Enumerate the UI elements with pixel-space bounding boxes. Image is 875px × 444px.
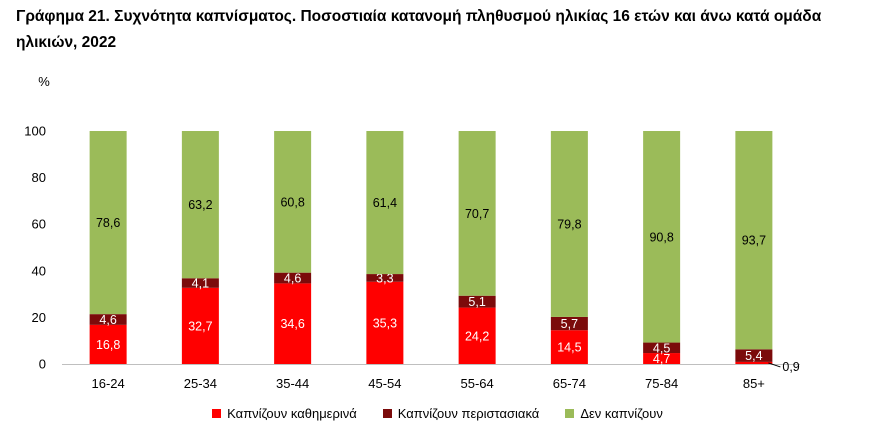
data-label: 5,7	[561, 317, 578, 331]
x-tick-label: 65-74	[553, 376, 586, 391]
data-label: 78,6	[96, 216, 120, 230]
chart-title: Γράφημα 21. Συχνότητα καπνίσματος. Ποσοσ…	[16, 8, 822, 51]
bar-segment	[735, 361, 773, 364]
bar-segment	[458, 131, 496, 296]
bar-segment	[550, 316, 588, 331]
data-label: 63,2	[188, 198, 212, 212]
y-tick-label: 0	[39, 357, 46, 372]
legend-item-occasional: Καπνίζουν περιστασιακά	[382, 406, 540, 421]
data-label: 61,4	[373, 196, 397, 210]
data-label: 5,4	[745, 349, 762, 363]
data-label: 4,6	[99, 313, 116, 327]
data-label: 32,7	[188, 319, 212, 333]
data-label: 4,1	[192, 277, 209, 291]
legend-label-nonsmokers: Δεν καπνίζουν	[580, 406, 663, 421]
legend-label-occasional: Καπνίζουν περιστασιακά	[397, 406, 540, 421]
y-tick-label: 100	[24, 124, 46, 139]
bar-segment	[366, 274, 404, 282]
data-label: 0,9	[782, 360, 799, 374]
y-tick-label: 60	[32, 217, 46, 232]
bar-segment	[458, 295, 496, 308]
bar-segment	[274, 272, 312, 284]
data-label: 34,6	[280, 317, 304, 331]
bar-segment	[181, 278, 219, 288]
bar-segment	[89, 314, 127, 325]
legend-swatch-occasional	[382, 409, 392, 418]
bar-segment	[735, 131, 773, 350]
bar-segment	[643, 131, 681, 343]
data-label: 4,5	[653, 341, 670, 355]
data-label: 35,3	[373, 316, 397, 330]
x-tick-label: 55-64	[461, 376, 494, 391]
legend-item-daily: Καπνίζουν καθημερινά	[212, 406, 357, 421]
data-label: 4,7	[653, 352, 670, 366]
x-tick-label: 16-24	[92, 376, 125, 391]
data-label: 93,7	[742, 234, 766, 248]
data-label: 24,2	[465, 329, 489, 343]
bar-segment	[181, 131, 219, 279]
data-label: 4,6	[284, 272, 301, 286]
legend-item-nonsmokers: Δεν καπνίζουν	[565, 406, 663, 421]
y-tick-label: 40	[32, 263, 46, 278]
bar-segment	[89, 131, 127, 315]
bar-segment	[366, 281, 404, 364]
x-tick-label: 35-44	[276, 376, 309, 391]
data-label: 60,8	[280, 195, 304, 209]
bar-segment	[643, 353, 681, 364]
legend-label-daily: Καπνίζουν καθημερινά	[227, 406, 357, 421]
chart-legend: Καπνίζουν καθημερινά Καπνίζουν περιστασι…	[0, 406, 875, 421]
data-label: 79,8	[557, 217, 581, 231]
bar-segment	[181, 287, 219, 364]
bar-segment	[366, 131, 404, 275]
y-tick-label: 20	[32, 310, 46, 325]
bar-segment	[643, 342, 681, 354]
data-label: 14,5	[557, 341, 581, 355]
x-tick-label: 75-84	[645, 376, 678, 391]
legend-swatch-daily	[212, 409, 222, 418]
bar-segment	[735, 349, 773, 362]
bar-segment	[274, 283, 312, 364]
data-label-leader	[768, 362, 781, 368]
bar-segment	[550, 131, 588, 317]
data-label: 16,8	[96, 338, 120, 352]
y-tick-label: 80	[32, 170, 46, 185]
x-tick-label: 85+	[743, 376, 765, 391]
data-label: 5,1	[468, 295, 485, 309]
bar-segment	[89, 324, 127, 364]
y-axis-label: %	[38, 74, 50, 89]
data-label: 3,3	[376, 271, 393, 285]
legend-swatch-nonsmokers	[565, 409, 575, 418]
x-tick-label: 45-54	[368, 376, 401, 391]
data-label: 70,7	[465, 207, 489, 221]
bar-segment	[550, 330, 588, 364]
data-label: 90,8	[649, 230, 673, 244]
bar-segment	[274, 131, 312, 273]
bar-segment	[458, 307, 496, 364]
x-tick-label: 25-34	[184, 376, 217, 391]
stacked-bar-chart: % 0 20 40 60 80 100 16,8 4,6 78,6 16-24 32,7 4,1 63,2…	[24, 74, 800, 391]
